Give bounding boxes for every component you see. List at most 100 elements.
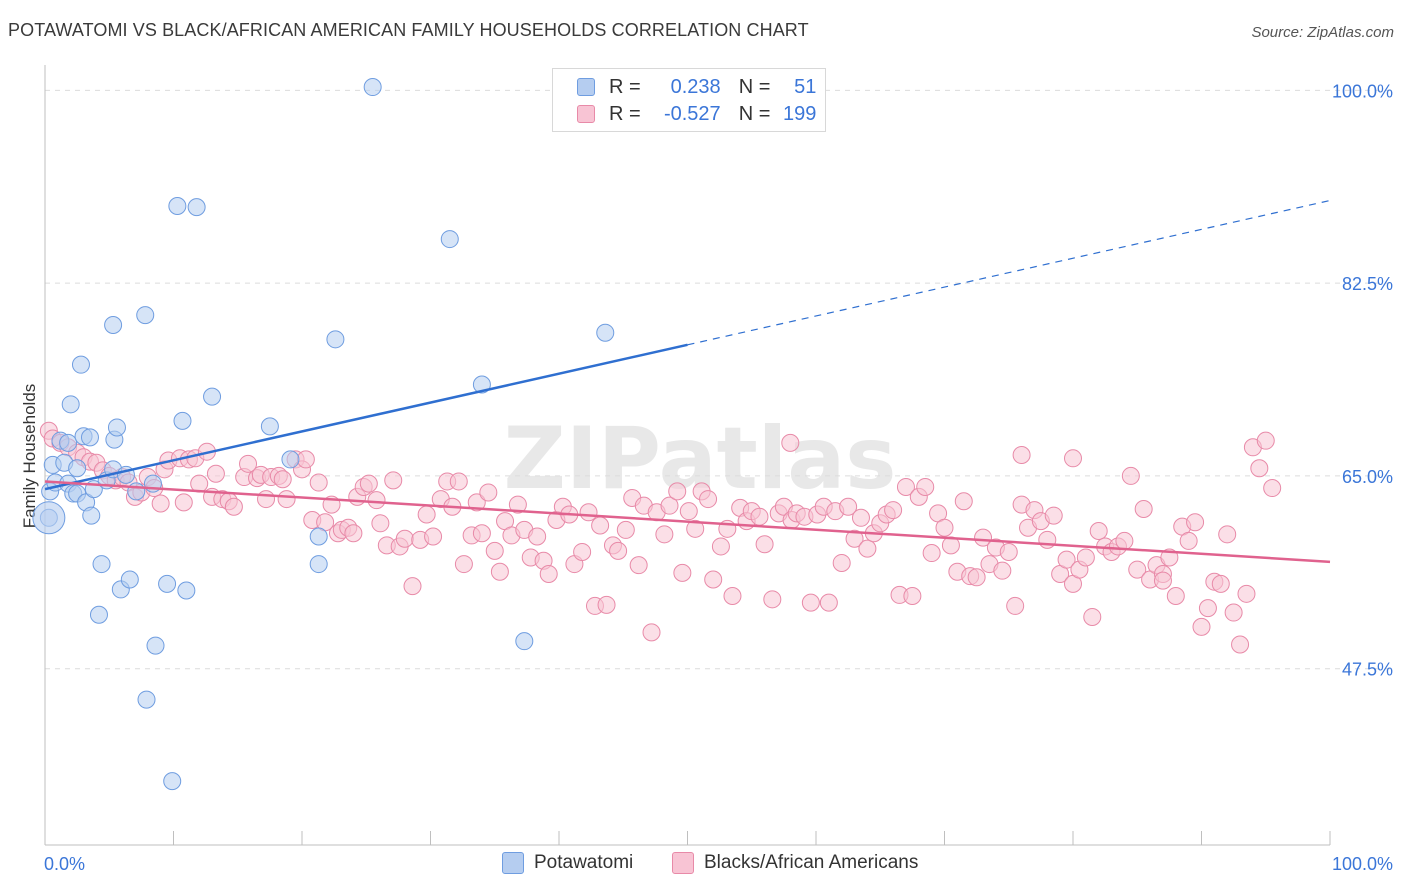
blacks-point (1256, 431, 1275, 450)
blacks-point (508, 495, 527, 514)
blacks-point (449, 472, 468, 491)
blacks-point (1231, 635, 1250, 654)
y-tick-label: 47.5% (1342, 660, 1393, 680)
blacks-point (967, 568, 986, 587)
potawatomi-point (82, 506, 101, 525)
blacks-point (579, 503, 598, 522)
blacks-point (686, 519, 705, 538)
potawatomi-point (146, 636, 165, 655)
potawatomi-point (168, 197, 187, 216)
legend-row-potawatomi: R = 0.238 N = 51 (577, 74, 816, 100)
blacks-point (309, 473, 328, 492)
potawatomi-point (68, 459, 87, 478)
blacks-point (974, 528, 993, 547)
blacks-point (755, 535, 774, 554)
blacks-point (858, 539, 877, 558)
blacks-point (1198, 599, 1217, 618)
blacks-point (954, 492, 973, 511)
potawatomi-point (127, 482, 146, 501)
potawatomi-point-large (32, 501, 66, 535)
blacks-point (668, 482, 687, 501)
potawatomi-point (596, 323, 615, 342)
blacks-point (403, 577, 422, 596)
blacks-point (781, 433, 800, 452)
blacks-point (573, 542, 592, 561)
blacks-point (1128, 560, 1147, 579)
blacks-point (206, 464, 225, 483)
potawatomi-point (260, 417, 279, 436)
potawatomi-point (136, 306, 155, 325)
blacks-point (673, 563, 692, 582)
potawatomi-point (59, 433, 78, 452)
blacks-point (395, 529, 414, 548)
blacks-point (660, 496, 679, 515)
blacks-point (616, 520, 635, 539)
potawatomi-point (309, 527, 328, 546)
potawatomi-point (120, 570, 139, 589)
n-label: N = (738, 75, 771, 98)
blacks-point (528, 527, 547, 546)
blacks-point (467, 493, 486, 512)
n-label: N = (738, 102, 771, 125)
potawatomi-point (281, 450, 300, 469)
potawatomi-trend-extension (687, 199, 1331, 346)
blacks-point (224, 497, 243, 516)
blacks-point (922, 544, 941, 563)
blacks-point (1044, 506, 1063, 525)
r-value: -0.527 (663, 102, 721, 125)
potawatomi-point (309, 555, 328, 574)
blacks-point (1121, 466, 1140, 485)
n-value: 51 (794, 75, 817, 98)
blacks-trend-line (44, 480, 1331, 564)
legend-item-blacks[interactable]: Blacks/African Americans (672, 852, 918, 874)
r-label: R = (609, 75, 641, 98)
blacks-point (1263, 479, 1282, 498)
potawatomi-point (187, 198, 206, 217)
blacks-point (993, 561, 1012, 580)
potawatomi-point (177, 581, 196, 600)
potawatomi-point (61, 395, 80, 414)
blacks-point (1115, 531, 1134, 550)
legend-item-potawatomi[interactable]: Potawatomi (502, 852, 633, 874)
potawatomi-point (326, 330, 345, 349)
blacks-point (1064, 449, 1082, 468)
blacks-point (367, 491, 386, 510)
blacks-point (371, 514, 390, 533)
potawatomi-point (107, 418, 126, 437)
blacks-point (384, 471, 403, 490)
blacks-point (1083, 607, 1102, 626)
blacks-point (819, 593, 838, 612)
blacks-point (1192, 617, 1211, 636)
blacks-point (642, 623, 661, 642)
blacks-point (750, 507, 769, 526)
blacks-point (1218, 525, 1237, 544)
blacks-point (629, 556, 648, 575)
blacks-point (1153, 571, 1172, 590)
y-tick-label: 100.0% (1332, 81, 1393, 101)
blacks-point (1237, 584, 1256, 603)
blacks-point (679, 502, 698, 521)
blacks-point (704, 570, 723, 589)
potawatomi-point (173, 411, 192, 430)
blacks-point (1186, 513, 1205, 532)
blacks-point (591, 516, 610, 535)
blacks-point (1134, 499, 1153, 518)
blacks-point (896, 477, 915, 496)
axes (44, 65, 1331, 846)
x-tick-label: 0.0% (44, 854, 85, 874)
blacks-point (490, 562, 509, 581)
blacks-point (941, 536, 960, 555)
potawatomi-swatch (502, 852, 524, 874)
blacks-point (699, 490, 718, 509)
chart-title: POTAWATOMI VS BLACK/AFRICAN AMERICAN FAM… (8, 20, 809, 40)
y-tick-label: 82.5% (1342, 274, 1393, 294)
blacks-swatch (577, 105, 595, 123)
blacks-point (935, 518, 954, 537)
blacks-point (239, 454, 258, 473)
potawatomi-point (515, 632, 534, 651)
blacks-point (1211, 574, 1230, 593)
legend-row-blacks: R = -0.527 N = 199 (577, 101, 816, 127)
blacks-point (1076, 548, 1095, 567)
blacks-point (832, 553, 851, 572)
